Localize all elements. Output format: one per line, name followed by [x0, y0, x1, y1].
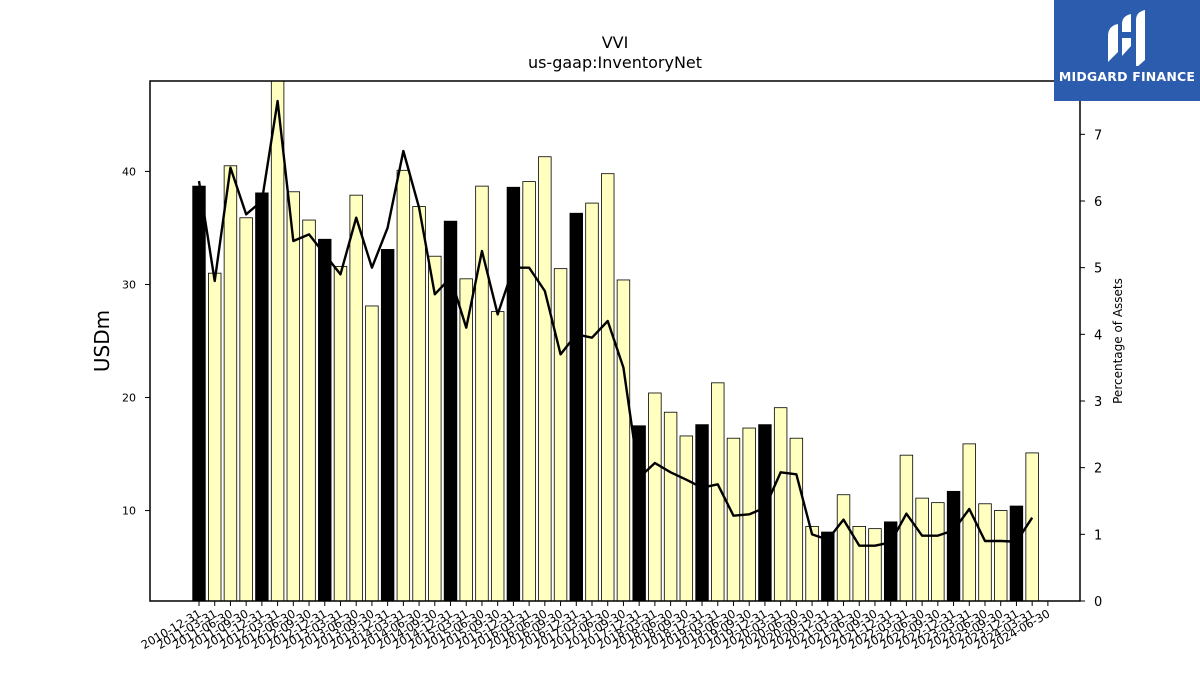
y2-tick-label: 3 [1094, 395, 1102, 410]
bar [270, 80, 285, 602]
bar [223, 165, 238, 602]
y2-tick-label: 6 [1094, 195, 1102, 210]
bar [553, 268, 568, 602]
bar [318, 238, 332, 602]
series-line [197, 99, 1034, 547]
bar [1025, 452, 1039, 602]
bar [475, 185, 489, 602]
y-tick-label: 10 [122, 505, 136, 518]
bar [569, 212, 583, 602]
y2-tick-label: 0 [1094, 595, 1102, 610]
bar [836, 494, 851, 602]
y2-tick-label: 7 [1094, 128, 1102, 143]
bar [946, 490, 961, 602]
y-axis-label: USDm [90, 310, 114, 372]
y2-tick-label: 1 [1094, 528, 1102, 543]
y-tick-label: 40 [122, 165, 136, 178]
bar [821, 531, 835, 602]
y2-tick-label: 2 [1094, 462, 1102, 477]
bar [412, 206, 426, 602]
brand-logo: MIDGARD FINANCE [1054, 0, 1200, 101]
bar [585, 202, 599, 602]
bar [522, 181, 536, 602]
bar [286, 191, 301, 602]
axes: 10203040012345672010-12-312011-03-312011… [122, 80, 1102, 652]
bar [695, 424, 709, 602]
bar [868, 528, 882, 602]
bar [994, 510, 1008, 602]
logo-text: MIDGARD FINANCE [1058, 69, 1196, 84]
bar [428, 255, 442, 602]
bar [962, 443, 976, 602]
bar [538, 156, 552, 602]
y-tick-label: 30 [122, 278, 136, 291]
bar [679, 435, 694, 602]
y-tick-label: 20 [122, 392, 136, 405]
bar [192, 185, 206, 602]
bar [601, 173, 615, 602]
bar [648, 392, 662, 602]
bar [349, 194, 363, 602]
bar [915, 497, 929, 602]
bar [758, 424, 772, 602]
bar [616, 279, 631, 602]
bar [365, 305, 379, 602]
bar [789, 437, 804, 602]
bar [333, 265, 348, 602]
bar [805, 525, 819, 602]
bar [506, 186, 521, 602]
bar [931, 502, 945, 602]
bar [1009, 505, 1024, 602]
line-group [197, 99, 1034, 547]
bar [208, 272, 222, 602]
bar [255, 192, 269, 602]
bar [663, 411, 678, 602]
bar [396, 169, 411, 602]
logo-icon [1108, 10, 1145, 66]
bar [978, 503, 992, 602]
y2-tick-label: 5 [1094, 262, 1102, 277]
chart-title: VVI [602, 33, 629, 52]
chart-subtitle: us-gaap:InventoryNet [528, 53, 702, 72]
bar [773, 407, 788, 602]
bar [899, 454, 914, 602]
plot-frame [149, 80, 1081, 602]
bar [380, 249, 395, 602]
bar [490, 311, 505, 602]
bar [239, 217, 253, 602]
bar [302, 219, 316, 602]
y2-axis-label: Percentage of Assets [1111, 278, 1125, 404]
bar [726, 437, 741, 602]
y2-tick-label: 4 [1094, 328, 1102, 343]
